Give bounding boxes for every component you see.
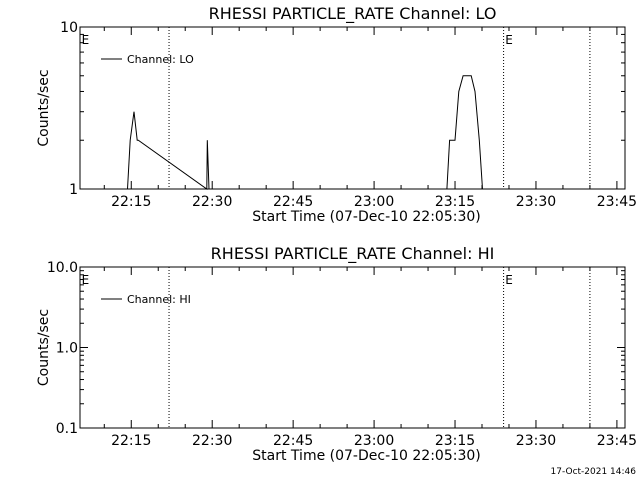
y-axis-label: Counts/sec [36, 69, 52, 146]
chart-title: RHESSI PARTICLE_RATE Channel: LO [209, 4, 497, 24]
y-tick-label: 10.0 [47, 260, 78, 276]
event-marker-label: E [82, 273, 90, 287]
y-axis-label: Counts/sec [36, 309, 52, 386]
chart-panel-2: RHESSI PARTICLE_RATE Channel: HI 0.1 1.0 10… [36, 244, 637, 464]
x-axis-label: Start Time (07-Dec-10 22:05:30) [252, 209, 480, 225]
event-marker-label: E [82, 33, 90, 47]
data-series-line [127, 75, 483, 190]
y-tick-label: 10 [60, 20, 78, 36]
event-marker-label: E [505, 33, 513, 47]
x-tick-label: 23:30 [516, 433, 556, 449]
legend-label: Channel: LO [127, 53, 194, 66]
x-tick-label: 23:45 [597, 433, 637, 449]
y-tick-label: 1 [69, 182, 78, 198]
x-tick-label: 22:30 [192, 433, 232, 449]
x-tick-label: 23:45 [597, 194, 637, 210]
footer-timestamp: 17-Oct-2021 14:46 [551, 467, 637, 477]
x-axis-label: Start Time (07-Dec-10 22:05:30) [252, 448, 480, 464]
x-tick-label: 22:45 [273, 194, 313, 210]
event-marker-label: E [505, 273, 513, 287]
x-tick-label: 23:00 [354, 433, 394, 449]
chart-title: RHESSI PARTICLE_RATE Channel: HI [211, 244, 495, 264]
x-tick-label: 23:00 [354, 194, 394, 210]
y-tick-label: 0.1 [56, 421, 78, 437]
x-tick-label: 22:30 [192, 194, 232, 210]
plot-frame [79, 26, 626, 190]
x-tick-label: 23:15 [435, 433, 475, 449]
y-tick-label: 1.0 [56, 341, 78, 357]
legend-label: Channel: HI [127, 293, 191, 306]
x-tick-label: 23:15 [435, 194, 475, 210]
x-tick-label: 22:15 [111, 194, 151, 210]
chart-panel-1: RHESSI PARTICLE_RATE Channel: LO 1 10 22:15… [36, 4, 637, 225]
x-tick-label: 23:30 [516, 194, 556, 210]
plot-frame [79, 266, 626, 429]
x-tick-label: 22:15 [111, 433, 151, 449]
x-tick-label: 22:45 [273, 433, 313, 449]
